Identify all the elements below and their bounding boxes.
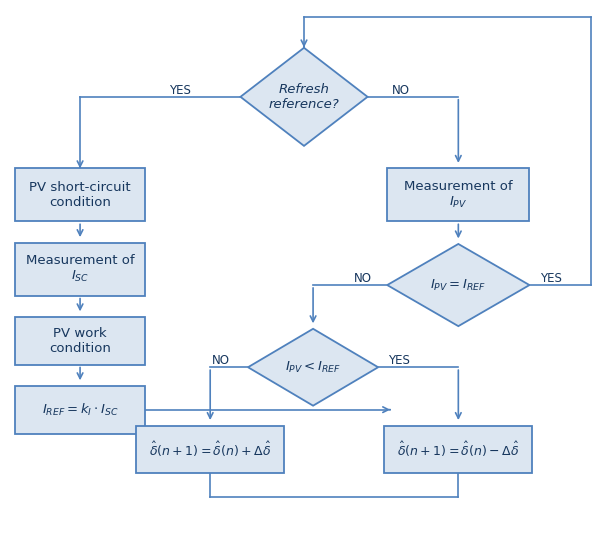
FancyBboxPatch shape	[15, 168, 145, 221]
Text: $I_{PV} = I_{REF}$: $I_{PV} = I_{REF}$	[430, 278, 486, 293]
Text: Refresh
reference?: Refresh reference?	[269, 83, 339, 111]
Text: Measurement of
$I_{SC}$: Measurement of $I_{SC}$	[26, 254, 134, 284]
Text: YES: YES	[169, 84, 191, 97]
FancyBboxPatch shape	[15, 317, 145, 365]
FancyBboxPatch shape	[136, 425, 285, 473]
Text: $I_{REF} = k_I \cdot I_{SC}$: $I_{REF} = k_I \cdot I_{SC}$	[42, 401, 119, 418]
Text: NO: NO	[392, 84, 410, 97]
Polygon shape	[248, 329, 378, 406]
Text: PV short-circuit
condition: PV short-circuit condition	[29, 181, 131, 209]
Polygon shape	[387, 244, 530, 326]
Text: $\hat{\delta}(n+1) = \hat{\delta}(n) + \Delta\hat{\delta}$: $\hat{\delta}(n+1) = \hat{\delta}(n) + \…	[149, 440, 271, 459]
FancyBboxPatch shape	[387, 168, 530, 221]
FancyBboxPatch shape	[384, 425, 533, 473]
Text: PV work
condition: PV work condition	[49, 327, 111, 355]
FancyBboxPatch shape	[15, 243, 145, 296]
Text: $I_{PV} < I_{REF}$: $I_{PV} < I_{REF}$	[285, 360, 341, 375]
Text: NO: NO	[354, 272, 372, 285]
FancyBboxPatch shape	[15, 386, 145, 433]
Text: Measurement of
$I_{PV}$: Measurement of $I_{PV}$	[404, 180, 513, 210]
Text: YES: YES	[540, 272, 562, 285]
Text: NO: NO	[212, 354, 230, 367]
Polygon shape	[240, 48, 368, 146]
Text: YES: YES	[389, 354, 410, 367]
Text: $\hat{\delta}(n+1) = \hat{\delta}(n) - \Delta\hat{\delta}$: $\hat{\delta}(n+1) = \hat{\delta}(n) - \…	[397, 440, 519, 459]
